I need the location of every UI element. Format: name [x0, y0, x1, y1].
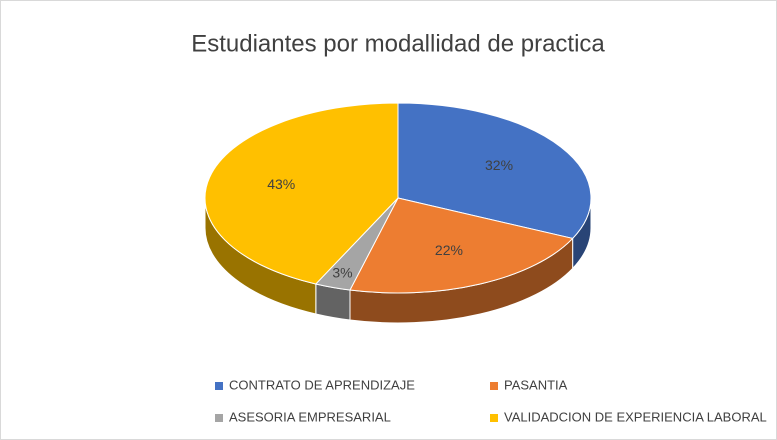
legend-marker [215, 382, 223, 390]
legend-marker [490, 382, 498, 390]
legend-marker [215, 414, 223, 422]
legend-label: CONTRATO DE APRENDIZAJE [229, 377, 415, 392]
data-label: 32% [485, 157, 513, 173]
legend-label: VALIDADCION DE EXPERIENCIA LABORAL [504, 409, 767, 424]
legend-label: PASANTIA [504, 377, 568, 392]
data-label: 3% [332, 265, 352, 281]
slice [204, 102, 399, 285]
data-label: 22% [435, 242, 463, 258]
legend-marker [490, 414, 498, 422]
chart-title: Estudiantes por modallidad de practica [191, 30, 605, 57]
slice [397, 102, 592, 240]
legend-label: ASESORIA EMPRESARIAL [229, 409, 391, 424]
data-label: 43% [267, 176, 295, 192]
slice [349, 197, 574, 294]
